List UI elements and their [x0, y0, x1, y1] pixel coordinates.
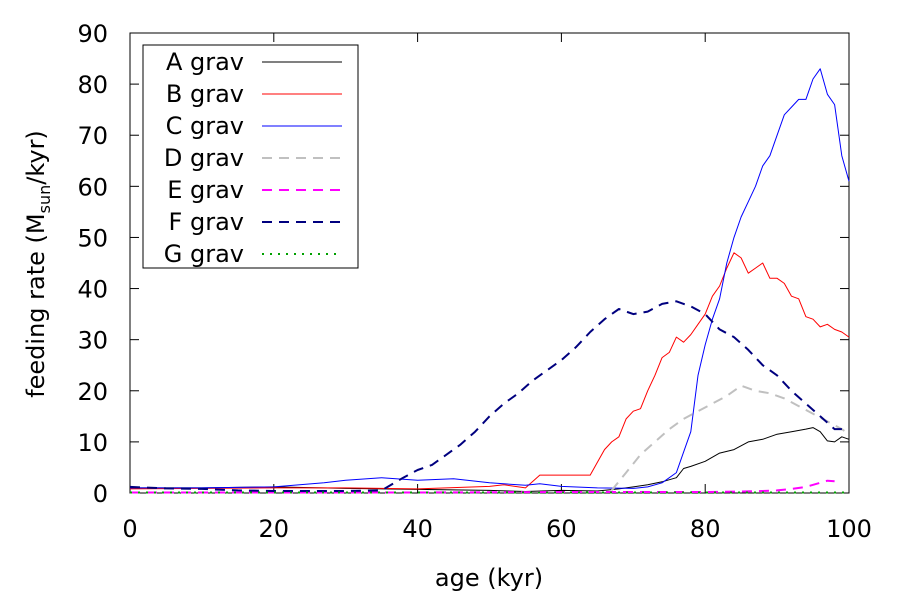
legend-label: B grav	[166, 80, 244, 108]
series-line-c-grav	[130, 68, 850, 489]
y-tick-label: 30	[77, 327, 108, 355]
y-tick-label: 20	[77, 378, 108, 406]
y-tick-label: 70	[77, 122, 108, 150]
y-tick-label: 80	[77, 71, 108, 99]
y-tick-label: 50	[77, 224, 108, 252]
x-tick-label: 20	[259, 515, 290, 543]
legend-label: D grav	[164, 144, 244, 172]
legend-label: E grav	[167, 176, 244, 204]
legend-box	[142, 44, 359, 269]
series-line-b-grav	[129, 252, 850, 490]
legend-label: C grav	[166, 112, 244, 140]
legend-items: A grav B grav C grav D grav E grav F grav G gr…	[164, 48, 342, 268]
legend-label: F grav	[169, 208, 244, 236]
y-tick-label: 0	[93, 480, 108, 508]
y-tick-label: 90	[77, 20, 108, 48]
x-tick-label: 60	[546, 515, 577, 543]
series-line-e-grav	[130, 479, 835, 494]
x-tick-label: 0	[122, 515, 137, 543]
series-layer	[129, 68, 850, 494]
y-tick-label: 10	[77, 429, 108, 457]
y-tick-label: 60	[77, 173, 108, 201]
x-tick-label: 80	[690, 515, 721, 543]
legend: A grav B grav C grav D grav E grav F grav G gr…	[142, 44, 359, 269]
x-axis-label: age (kyr)	[435, 564, 543, 592]
legend-label: A grav	[166, 48, 244, 76]
axis-ticks: 0 20 40 60 80 100 0 10 20 30 40 50 60 70 80 90	[77, 20, 871, 543]
series-line-a-grav	[130, 427, 850, 492]
y-tick-label: 40	[77, 276, 108, 304]
legend-label: G grav	[164, 240, 244, 268]
x-tick-label: 100	[826, 515, 872, 543]
y-axis-label: feeding rate (Msun/kyr)	[22, 130, 54, 398]
x-tick-label: 40	[402, 515, 433, 543]
series-line-d-grav	[610, 384, 850, 492]
series-line-f-grav	[129, 300, 849, 492]
